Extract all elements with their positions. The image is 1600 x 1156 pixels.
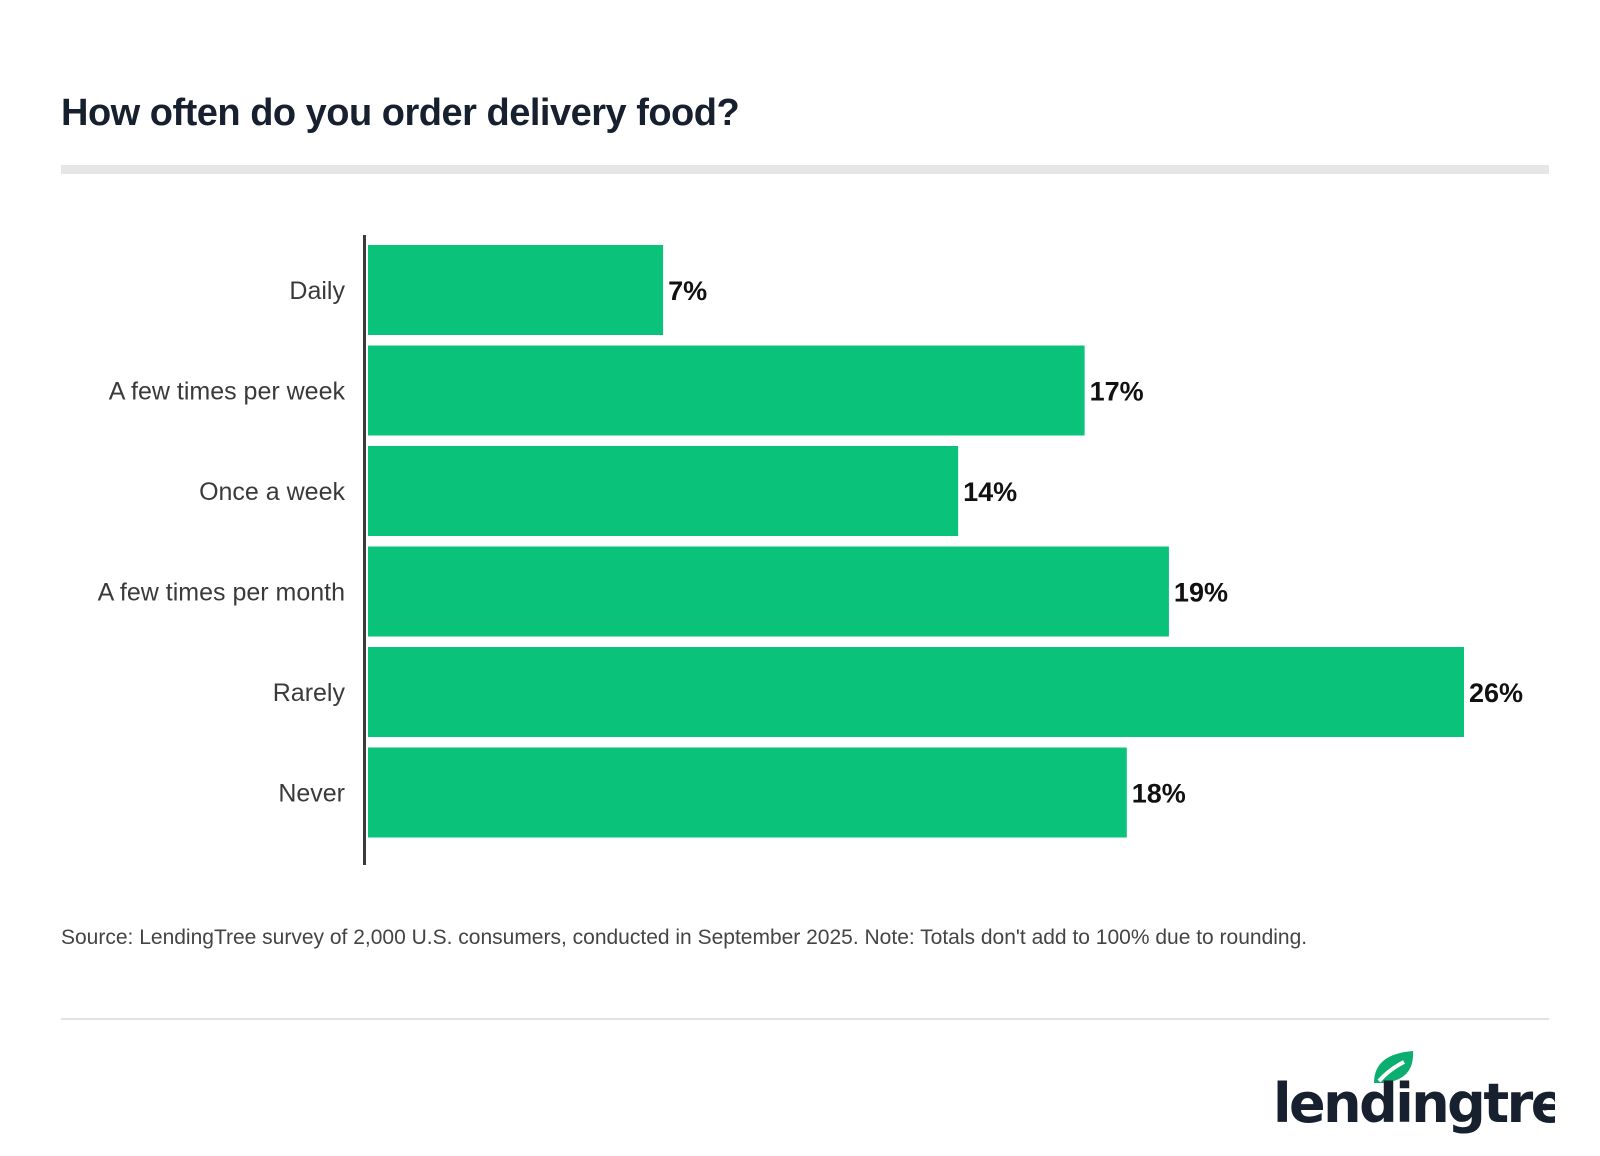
bar (368, 647, 1464, 737)
title-divider (61, 165, 1549, 174)
bar (368, 546, 1169, 637)
chart-title: How often do you order delivery food? (61, 92, 740, 134)
value-label: 18% (1132, 779, 1186, 809)
source-note: Source: LendingTree survey of 2,000 U.S.… (61, 926, 1308, 949)
lendingtree-logo: lendingtree (1273, 1051, 1555, 1135)
bar (368, 446, 959, 536)
svg-text:lendingtree: lendingtree (1273, 1072, 1555, 1135)
category-label: Rarely (273, 679, 346, 707)
footer-divider (61, 1018, 1549, 1020)
category-label: A few times per week (109, 378, 346, 406)
y-axis-line (363, 235, 366, 865)
bar (368, 245, 664, 335)
category-label: Never (278, 780, 345, 808)
value-label: 14% (963, 477, 1017, 507)
value-label: 19% (1174, 578, 1228, 608)
value-label: 17% (1090, 377, 1144, 407)
bar (368, 747, 1127, 838)
value-label: 26% (1469, 678, 1523, 708)
category-label: Daily (289, 277, 345, 305)
value-label: 7% (668, 276, 707, 306)
bar-chart: Daily 7% A few times per week 17% Once a wee… (98, 235, 1523, 865)
category-label: Once a week (199, 478, 345, 506)
bar (368, 345, 1085, 436)
category-label: A few times per month (98, 579, 345, 607)
